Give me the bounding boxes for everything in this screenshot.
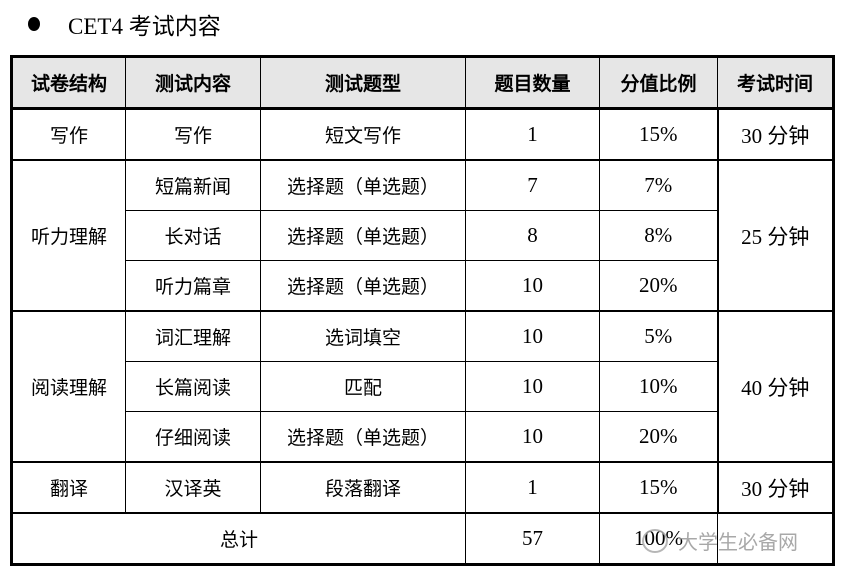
table-cell: 57 — [465, 512, 600, 565]
table-row: 翻译 汉译英 段落翻译 1 15% 30 分钟 — [11, 461, 834, 514]
table-cell: 选择题（单选题） — [260, 210, 466, 261]
table-cell: 选词填空 — [260, 310, 466, 362]
table-cell: 7 — [465, 159, 600, 211]
table-cell: 10 — [465, 260, 600, 312]
table-cell: 20% — [599, 260, 718, 312]
column-header: 考试时间 — [717, 56, 834, 110]
table-cell: 汉译英 — [125, 461, 261, 514]
table-cell: 30 分钟 — [716, 108, 834, 161]
table-cell: 选择题（单选题） — [260, 411, 466, 463]
table-cell: 30 分钟 — [716, 461, 834, 514]
header-row: 试卷结构 测试内容 测试题型 题目数量 分值比例 考试时间 — [11, 56, 834, 110]
table-cell: 段落翻译 — [260, 461, 466, 514]
table-cell: 短篇新闻 — [125, 159, 261, 211]
column-header: 题目数量 — [465, 56, 600, 110]
table-cell: 听力篇章 — [125, 260, 261, 312]
table-cell: 翻译 — [11, 461, 126, 514]
table-cell: 8 — [465, 210, 600, 261]
table-cell: 长对话 — [125, 210, 261, 261]
table-cell: 总计 — [11, 512, 466, 565]
table-cell: 15% — [599, 108, 718, 161]
table-row: 听力篇章 选择题（单选题） 10 20% — [11, 260, 834, 312]
table-cell: 短文写作 — [260, 108, 466, 161]
total-row: 总计 57 100% — [11, 512, 834, 565]
table-cell: 15% — [599, 461, 718, 514]
table-cell: 1 — [465, 108, 600, 161]
table-cell: 10% — [599, 361, 718, 412]
table-cell — [717, 512, 834, 565]
table-row: 写作 写作 短文写作 1 15% 30 分钟 — [11, 108, 834, 161]
column-header: 测试题型 — [260, 56, 466, 110]
table-cell: 听力理解 — [11, 159, 126, 312]
table-cell: 阅读理解 — [11, 310, 126, 463]
heading-text: CET4 考试内容 — [68, 14, 221, 39]
table-cell: 8% — [599, 210, 718, 261]
table-cell: 词汇理解 — [125, 310, 261, 362]
watermark-text: 大学生必备网 — [678, 530, 798, 554]
table-cell: 长篇阅读 — [125, 361, 261, 412]
table-cell: 选择题（单选题） — [260, 260, 466, 312]
watermark: 大学生必备网 — [642, 526, 798, 555]
column-header: 分值比例 — [599, 56, 718, 110]
table-row: 长篇阅读 匹配 10 10% — [12, 361, 834, 412]
table-cell: 40 分钟 — [716, 310, 834, 463]
table-cell: 仔细阅读 — [125, 411, 261, 463]
table-cell: 25 分钟 — [716, 159, 834, 312]
table-cell: 1 — [465, 461, 600, 514]
table-cell: 20% — [599, 411, 718, 463]
table-row: 听力理解 短篇新闻 选择题（单选题） 7 7% 25 分钟 — [11, 159, 834, 312]
exam-content-table: 试卷结构 测试内容 测试题型 题目数量 分值比例 考试时间 写作 写作 短文写作 1 15% 30 … — [10, 55, 835, 566]
table-cell: 10 — [465, 361, 600, 412]
bullet-icon — [28, 17, 40, 31]
table-cell: 写作 — [11, 108, 126, 161]
table-cell: 10 — [465, 411, 600, 463]
table-cell: 5% — [599, 310, 718, 362]
column-header: 测试内容 — [125, 56, 261, 110]
table-cell: 选择题（单选题） — [260, 159, 466, 211]
table-row: 仔细阅读 选择题（单选题） 10 20% — [11, 411, 834, 463]
table-cell: 写作 — [125, 108, 261, 161]
wechat-icon — [642, 528, 668, 553]
table-cell: 匹配 — [260, 361, 466, 412]
table-cell: 7% — [599, 159, 718, 211]
table-row: 阅读理解 词汇理解 选词填空 10 5% 40 分钟 — [11, 310, 834, 463]
section-heading: CET4 考试内容 — [28, 8, 221, 40]
table-cell: 10 — [465, 310, 600, 362]
table-row: 长对话 选择题（单选题） 8 8% — [12, 210, 834, 261]
column-header: 试卷结构 — [11, 56, 126, 110]
